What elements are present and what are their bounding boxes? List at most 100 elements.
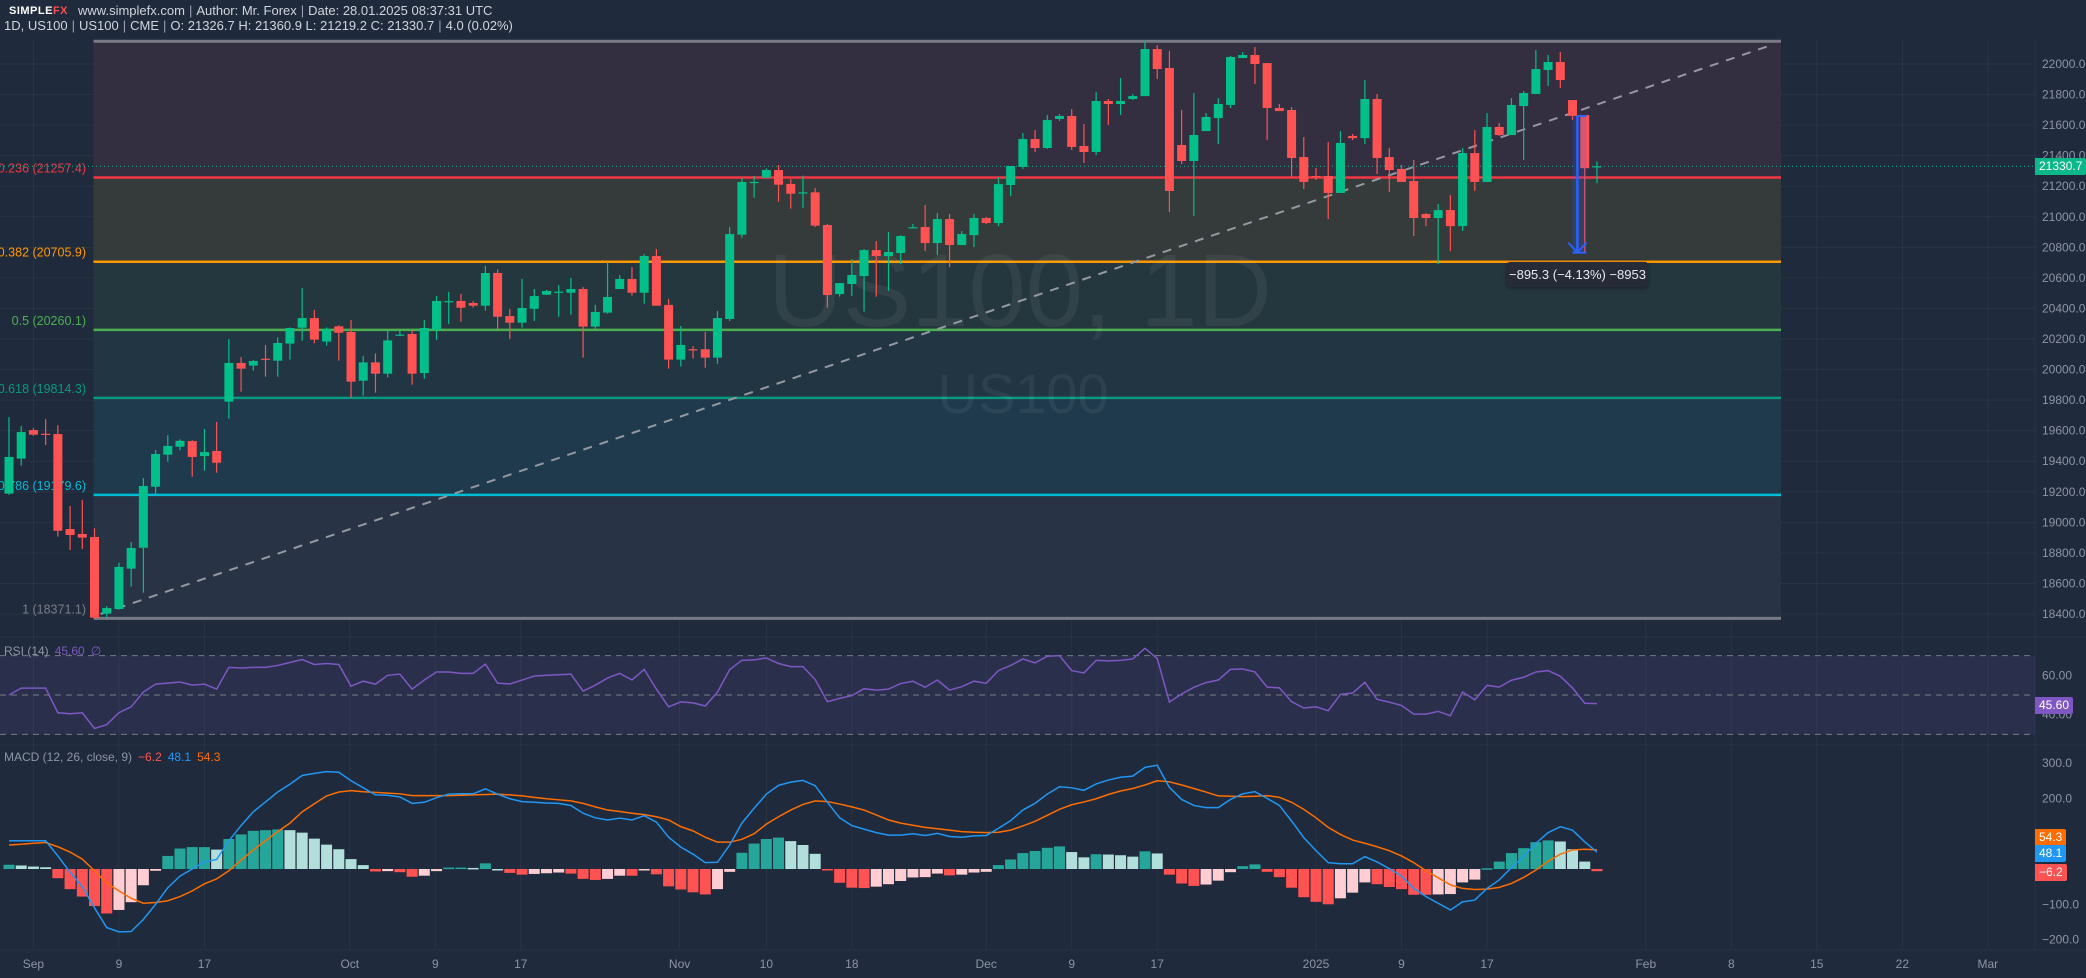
candle-body xyxy=(554,291,564,293)
macd-histogram-bar xyxy=(907,869,919,878)
time-axis-label: 9 xyxy=(116,957,123,971)
candle-body xyxy=(273,342,283,361)
macd-histogram-bar xyxy=(1066,852,1078,869)
time-axis-label: 18 xyxy=(845,957,859,971)
candle-body xyxy=(395,334,405,336)
price-axis-label: 18600.0 xyxy=(2042,576,2086,590)
macd-histogram-bar xyxy=(357,865,369,869)
fib-level-label: 0.382 (20705.9) xyxy=(0,246,86,260)
price-axis-label: 19000.0 xyxy=(2042,515,2086,529)
macd-histogram-bar xyxy=(1579,861,1591,869)
macd-histogram-bar xyxy=(308,838,320,869)
rsi-legend[interactable]: RSI (14) 45.60 ∅ xyxy=(4,644,107,658)
candle-body xyxy=(1201,117,1211,132)
macd-histogram-bar xyxy=(650,869,662,875)
candle-body xyxy=(444,301,454,303)
macd-axis-label: −200.0 xyxy=(2042,933,2079,947)
candle-body xyxy=(151,454,161,487)
macd-histogram-bar xyxy=(1371,869,1383,885)
macd-histogram-bar xyxy=(846,869,858,888)
macd-histogram-bar xyxy=(479,863,491,869)
candle-body xyxy=(1274,108,1284,112)
candle-body xyxy=(1042,120,1052,149)
macd-histogram-bar xyxy=(1078,857,1090,869)
axes: 60.0040.00300.0200.0−100.0−200.022000.02… xyxy=(23,57,2086,971)
candle-body xyxy=(932,219,942,244)
rsi-axis-label: 60.00 xyxy=(2042,668,2072,682)
fib-zone xyxy=(93,397,1781,495)
macd-histogram-bar xyxy=(931,869,943,874)
candle-body xyxy=(835,283,845,295)
candle-body xyxy=(1128,96,1138,99)
author: Author: Mr. Forex xyxy=(196,3,297,18)
price-axis-label: 19400.0 xyxy=(2042,454,2086,468)
macd-histogram-bar xyxy=(296,832,308,869)
macd-histogram-bar xyxy=(1286,869,1298,888)
macd-histogram-bar xyxy=(162,855,174,869)
candle-body xyxy=(102,608,112,614)
macd-legend[interactable]: MACD (12, 26, close, 9) −6.2 48.1 54.3 xyxy=(4,750,226,764)
price-range-measure[interactable] xyxy=(1567,114,1588,255)
watermark-symbol: US100 xyxy=(937,362,1108,425)
macd-histogram-bar xyxy=(125,869,137,903)
macd-histogram-bar xyxy=(589,869,601,880)
macd-histogram-bar xyxy=(565,869,577,874)
date: Date: 28.01.2025 08:37:31 UTC xyxy=(308,3,493,18)
candle-body xyxy=(1116,100,1126,105)
macd-histogram-bar xyxy=(870,869,882,887)
macd-histogram-bar xyxy=(1249,864,1261,869)
macd-histogram-bar xyxy=(3,864,15,869)
candle-body xyxy=(651,256,661,306)
candle-body xyxy=(1091,100,1101,153)
candle-body xyxy=(1177,144,1187,162)
price-axis-label: 20200.0 xyxy=(2042,332,2086,346)
time-axis-label: 9 xyxy=(1068,957,1075,971)
macd-histogram-bar xyxy=(504,869,516,873)
candle-body xyxy=(28,430,38,435)
macd-histogram-bar xyxy=(1383,869,1395,888)
time-axis-label: Mar xyxy=(1977,957,1998,971)
macd-histogram-bar xyxy=(1322,869,1334,905)
macd-histogram-bar xyxy=(1127,856,1139,869)
time-axis-label: Dec xyxy=(976,957,997,971)
macd-signal-value: 54.3 xyxy=(197,750,221,764)
macd-histogram-bar xyxy=(198,847,210,869)
macd-hist-value: −6.2 xyxy=(138,750,162,764)
candle-body xyxy=(566,289,576,293)
fibonacci-retracement[interactable]: 0.236 (21257.4) 0.382 (20705.9) 0.5 (20260… xyxy=(0,39,1781,620)
candle-body xyxy=(383,340,393,374)
time-axis-label: Nov xyxy=(669,957,690,971)
candle-body xyxy=(981,218,991,224)
macd-histogram-bar xyxy=(1237,866,1249,869)
macd-histogram-bar xyxy=(1176,869,1188,884)
price-axis-label: 21600.0 xyxy=(2042,118,2086,132)
macd-histogram-bar xyxy=(1225,869,1236,873)
candle-body xyxy=(639,256,649,293)
candle-body xyxy=(1372,98,1382,158)
candle-body xyxy=(786,183,796,194)
macd-histogram-bar xyxy=(773,837,785,869)
macd-histogram-bar xyxy=(1163,869,1175,875)
price-axis-label: 20000.0 xyxy=(2042,363,2086,377)
candle-body xyxy=(1054,115,1064,120)
candle-body xyxy=(761,170,771,178)
candle-body xyxy=(1226,56,1235,105)
price-axis-label: 20800.0 xyxy=(2042,240,2086,254)
header-line-2: 1D, US100 | US100 | CME | O: 21326.7 H: 21360.… xyxy=(4,18,513,33)
macd-histogram-bar xyxy=(1273,869,1285,878)
macd-histogram-bar xyxy=(944,869,956,876)
candle-body xyxy=(1433,210,1443,219)
candle-body xyxy=(1531,69,1541,94)
time-axis-label: 10 xyxy=(760,957,774,971)
macd-histogram-bar xyxy=(711,869,723,890)
candle-body xyxy=(1335,142,1345,193)
time-axis-label: 9 xyxy=(1398,957,1405,971)
candle-body xyxy=(993,184,1003,224)
macd-histogram-bar xyxy=(1469,869,1481,880)
macd-histogram-bar xyxy=(724,869,736,872)
candle-body xyxy=(1103,100,1113,105)
site-url[interactable]: www.simplefx.com xyxy=(78,3,185,18)
macd-histogram-bar xyxy=(186,847,198,869)
time-axis-label: 2025 xyxy=(1303,957,1330,971)
